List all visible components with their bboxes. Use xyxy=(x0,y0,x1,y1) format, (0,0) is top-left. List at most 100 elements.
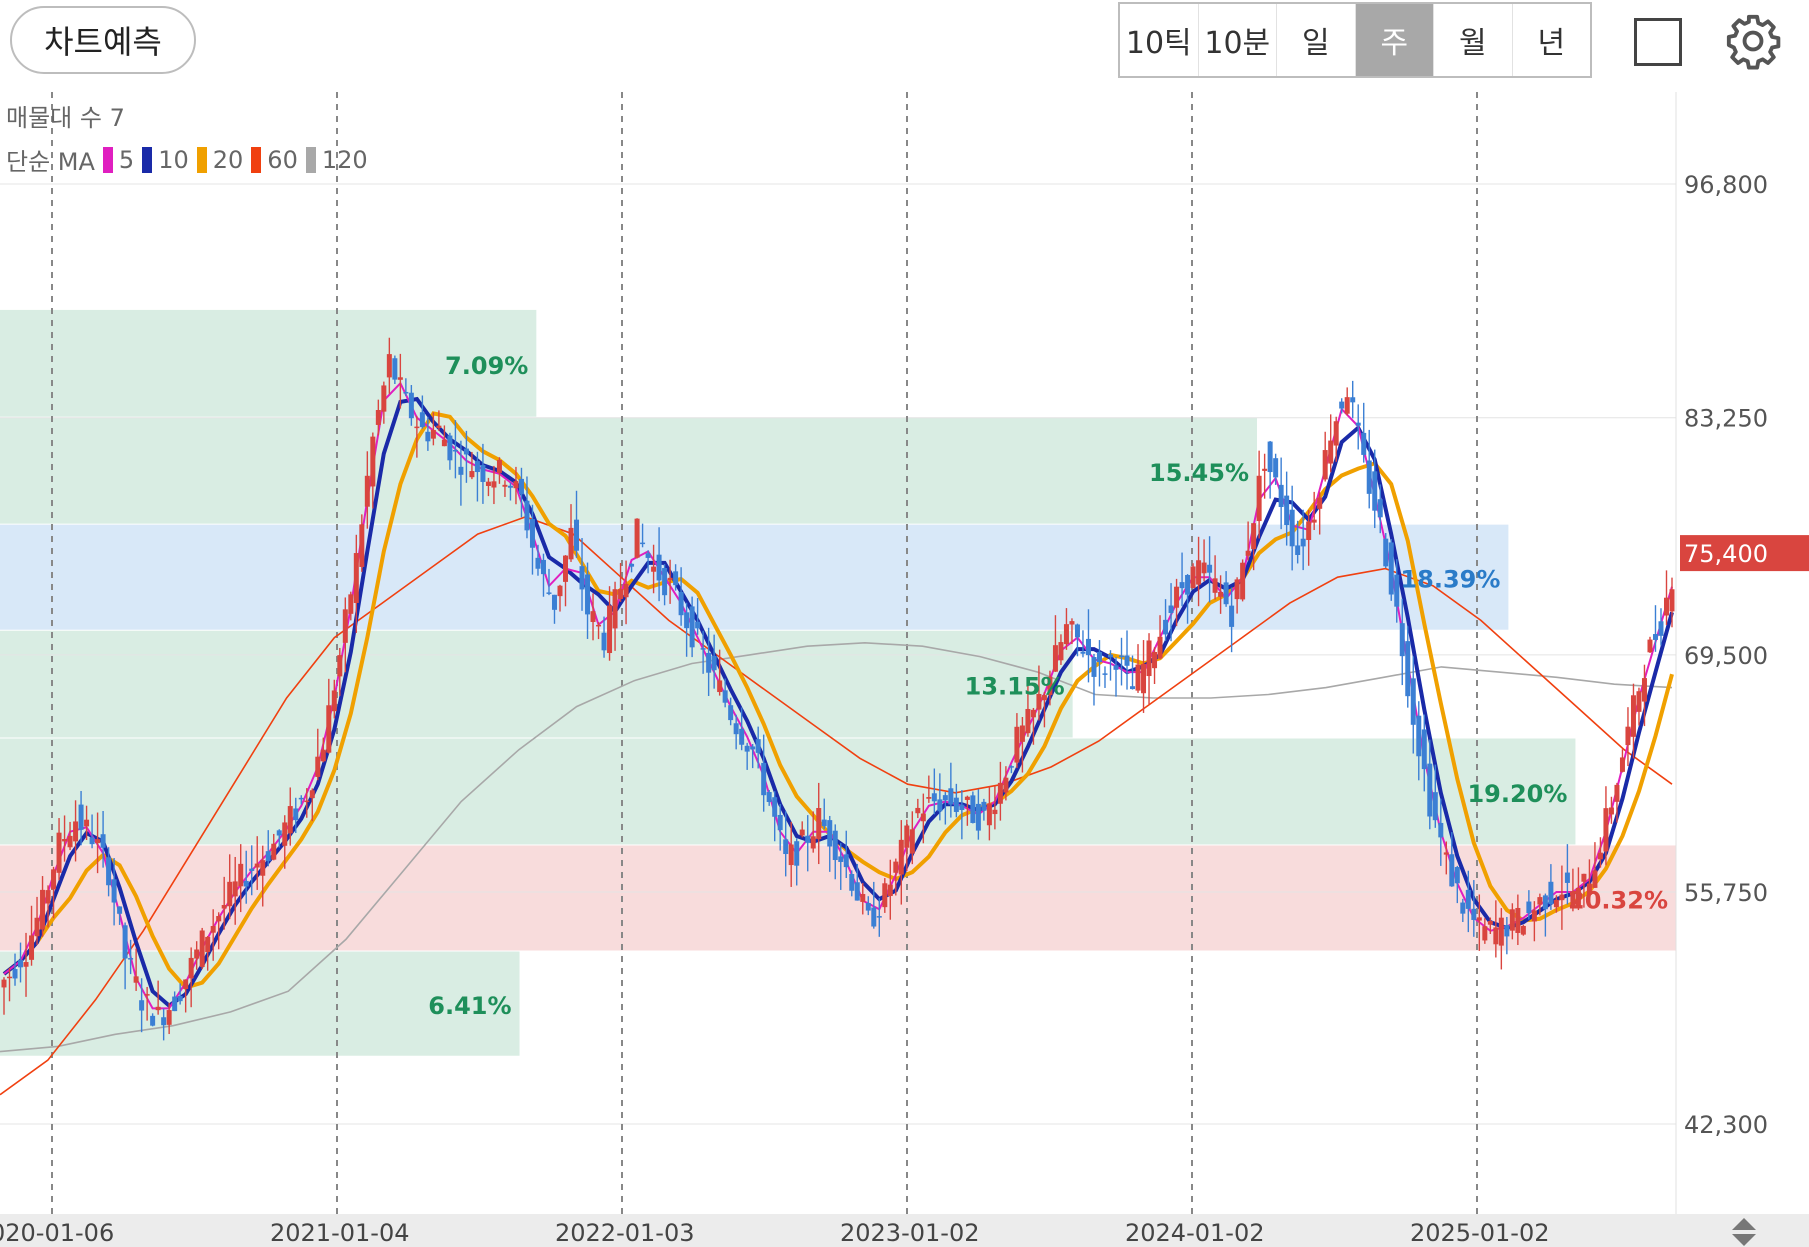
candle-body xyxy=(656,554,662,581)
candle-body xyxy=(254,863,260,868)
volume-profile-pct-1: 15.45% xyxy=(1149,459,1249,487)
ma120-label: 120 xyxy=(321,145,368,174)
candle-body xyxy=(1107,654,1113,658)
candle-body xyxy=(1427,763,1433,817)
candle-body xyxy=(986,803,992,826)
ma10-label: 10 xyxy=(158,145,189,174)
candle-body xyxy=(1559,894,1565,901)
date-tick-4: 2024-01-02 xyxy=(1125,1219,1264,1247)
candle-body xyxy=(722,690,728,703)
candle-body xyxy=(1080,651,1086,654)
date-tick-3: 2023-01-02 xyxy=(840,1219,979,1247)
candle-body xyxy=(166,1010,172,1025)
candle-body xyxy=(1085,638,1091,656)
candle-body xyxy=(386,354,392,378)
candle-body xyxy=(871,907,877,927)
candle-body xyxy=(1493,927,1499,945)
candle-body xyxy=(1174,586,1180,608)
ma10-line xyxy=(2,396,1674,1009)
period-tab-year[interactable]: 년 xyxy=(1537,26,1566,61)
candle-body xyxy=(623,583,629,598)
candle-body xyxy=(964,796,970,800)
candle-body xyxy=(1157,636,1163,659)
top-toolbar: 차트예측 10틱 10분 일 주 월 년 xyxy=(0,0,1809,92)
candle-body xyxy=(1383,538,1389,567)
candle-body xyxy=(210,926,216,933)
candle-body xyxy=(585,574,591,615)
price-chart[interactable]: 7.09% 15.45% 18.39% 13.15% 19.20% 20.32% 6.41%… xyxy=(0,92,1809,1247)
candle-body xyxy=(662,568,668,596)
candle-body xyxy=(1608,807,1614,815)
candle-body xyxy=(1168,605,1174,613)
candle-body xyxy=(981,801,987,811)
period-tab-10tick[interactable]: 10틱 xyxy=(1120,4,1199,76)
candle-body xyxy=(849,874,855,891)
period-tab-week[interactable]: 주 xyxy=(1355,4,1434,76)
candle-body xyxy=(29,935,35,960)
candle-body xyxy=(1074,624,1080,638)
candle-body xyxy=(1603,808,1609,852)
candle-body xyxy=(777,814,783,831)
candle-body xyxy=(937,799,943,812)
ma60-label: 60 xyxy=(267,145,298,174)
candle-body xyxy=(469,471,475,478)
ma20-swatch xyxy=(196,146,207,173)
candle-body xyxy=(304,800,310,803)
candle-body xyxy=(1526,901,1532,914)
candle-body xyxy=(452,449,458,452)
candle-body xyxy=(1416,715,1422,757)
candle-body xyxy=(860,894,866,902)
scroll-up-icon xyxy=(1732,1218,1756,1230)
candle-body xyxy=(843,854,849,868)
candle-body xyxy=(1245,550,1251,556)
candle-body xyxy=(711,655,717,671)
candle-body xyxy=(953,797,959,812)
candle-body xyxy=(1641,678,1647,702)
candle-body xyxy=(1487,920,1493,925)
candle-body xyxy=(326,705,332,753)
candle-body xyxy=(645,553,651,558)
candle-body xyxy=(1421,729,1427,770)
candle-body xyxy=(1317,497,1323,509)
candle-body xyxy=(1361,432,1367,455)
candle-body xyxy=(133,976,139,983)
candle-body xyxy=(827,820,833,847)
candle-body xyxy=(1570,894,1576,906)
fullscreen-icon[interactable] xyxy=(1634,18,1682,66)
candle-body xyxy=(1152,652,1158,669)
candle-body xyxy=(518,478,524,495)
period-tab-10min[interactable]: 10분 xyxy=(1199,4,1277,76)
candle-body xyxy=(959,804,965,811)
candle-body xyxy=(1273,458,1279,478)
candle-body xyxy=(1366,460,1372,494)
candle-body xyxy=(287,806,293,834)
candle-body xyxy=(23,962,29,967)
volume-profile-pct-3: 13.15% xyxy=(965,673,1065,701)
volume-profile-pct-0: 7.09% xyxy=(445,352,528,380)
candle-body xyxy=(364,475,370,507)
period-tab-month[interactable]: 월 xyxy=(1434,4,1513,76)
candle-body xyxy=(172,996,178,1012)
candle-body xyxy=(557,585,563,597)
candle-body xyxy=(590,611,596,622)
candle-body xyxy=(898,839,904,875)
candle-body xyxy=(1630,695,1636,737)
candle-body xyxy=(1542,895,1548,910)
candle-body xyxy=(34,917,40,937)
candle-body xyxy=(282,822,288,846)
candle-body xyxy=(755,739,761,753)
period-tab-day[interactable]: 일 xyxy=(1277,4,1356,76)
candle-body xyxy=(1135,664,1141,691)
candle-body xyxy=(161,1017,167,1026)
candle-body xyxy=(238,863,244,887)
candle-body xyxy=(1124,655,1130,666)
chart-predict-button[interactable]: 차트예측 xyxy=(10,6,196,74)
date-tick-5: 2025-01-02 xyxy=(1410,1219,1549,1247)
candle-body xyxy=(1647,639,1653,653)
candle-body xyxy=(1322,450,1328,480)
candle-body xyxy=(18,959,24,968)
candle-body xyxy=(1146,640,1152,677)
candle-body xyxy=(1025,708,1031,734)
gear-icon[interactable] xyxy=(1724,12,1782,70)
candle-body xyxy=(1041,695,1047,701)
